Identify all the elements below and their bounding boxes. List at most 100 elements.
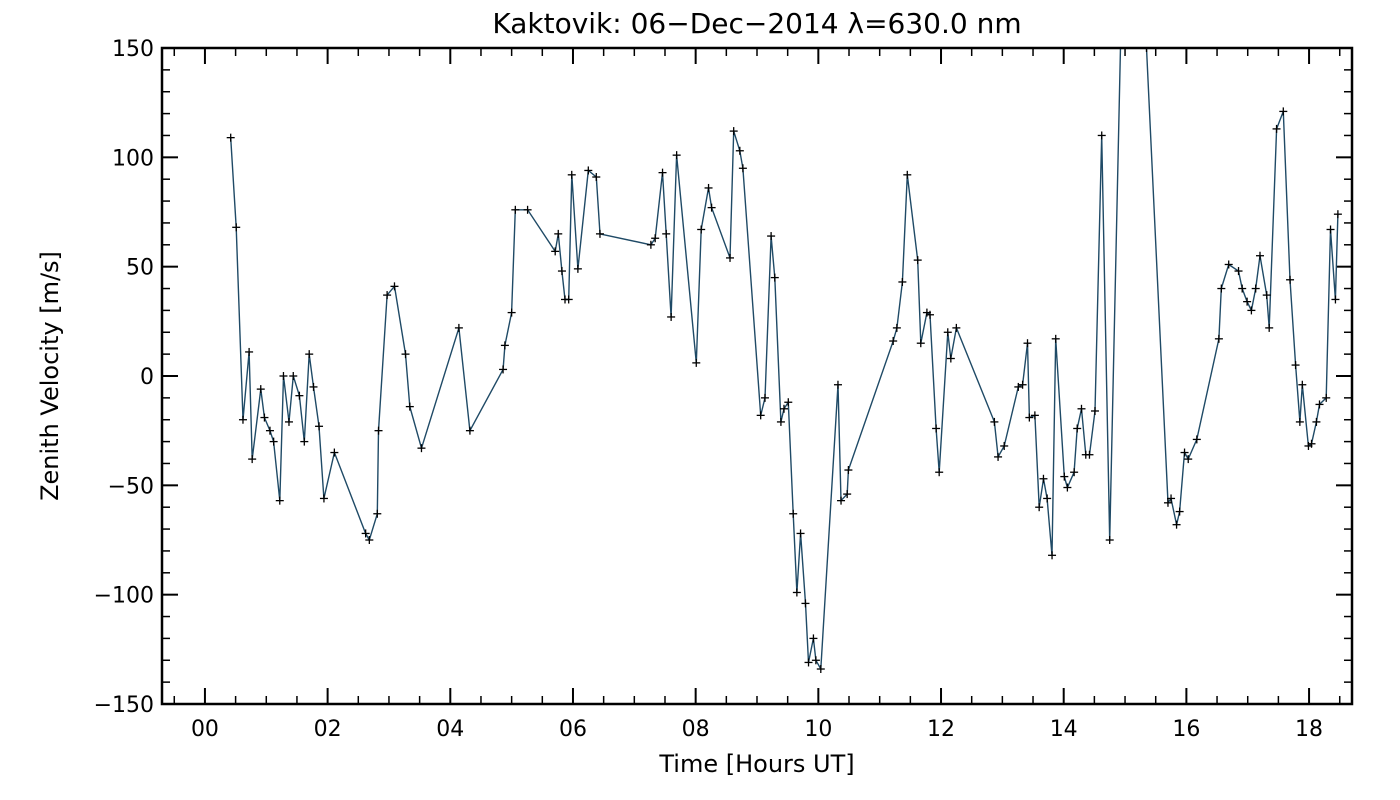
- data-point: [767, 232, 776, 241]
- data-point: [662, 229, 671, 238]
- data-point: [704, 183, 713, 192]
- data-point: [1238, 284, 1247, 293]
- data-point: [592, 173, 601, 182]
- data-point: [1085, 450, 1094, 459]
- data-point: [564, 295, 573, 304]
- data-point: [707, 203, 716, 212]
- data-point: [1322, 393, 1331, 402]
- data-point: [898, 277, 907, 286]
- y-tick-label: −50: [108, 474, 154, 499]
- data-point: [796, 529, 805, 538]
- axis-ticks: [162, 47, 1352, 705]
- data-point: [672, 151, 681, 160]
- data-point: [804, 658, 813, 667]
- data-point: [1063, 483, 1072, 492]
- data-point: [1048, 551, 1057, 560]
- y-tick-label: 100: [112, 146, 154, 171]
- data-point: [465, 426, 474, 435]
- x-tick-label: 00: [191, 717, 219, 742]
- data-point: [454, 323, 463, 332]
- data-point: [1073, 424, 1082, 433]
- data-point: [1224, 260, 1233, 269]
- data-point: [269, 437, 278, 446]
- data-point: [374, 426, 383, 435]
- data-point: [1298, 380, 1307, 389]
- data-point: [837, 496, 846, 505]
- data-point: [300, 437, 309, 446]
- data-point: [935, 468, 944, 477]
- data-point: [1163, 498, 1172, 507]
- data-point: [256, 385, 265, 394]
- plot-frame: [160, 46, 1354, 706]
- data-point: [584, 166, 593, 175]
- data-point: [1243, 297, 1252, 306]
- data-point: [365, 536, 374, 544]
- data-point: [833, 380, 842, 389]
- y-tick-label: 50: [126, 256, 154, 281]
- data-point: [1167, 494, 1176, 503]
- data-point: [697, 225, 706, 234]
- data-point: [1070, 468, 1079, 477]
- data-point: [279, 372, 288, 380]
- data-point: [226, 133, 235, 142]
- data-point: [1333, 210, 1342, 219]
- data-point: [1180, 448, 1189, 457]
- data-point: [373, 509, 382, 518]
- data-point: [735, 146, 744, 155]
- data-point: [265, 426, 274, 435]
- data-point: [1023, 339, 1032, 348]
- data-point: [903, 170, 912, 179]
- data-point: [260, 413, 269, 422]
- data-point: [801, 599, 810, 608]
- data-point: [792, 588, 801, 597]
- data-point: [889, 337, 898, 346]
- x-tick-label: 10: [804, 717, 832, 742]
- y-tick-label: 150: [112, 37, 154, 62]
- data-point: [330, 448, 339, 457]
- data-point: [305, 350, 314, 359]
- data-point: [573, 264, 582, 273]
- data-point: [275, 496, 284, 505]
- data-point: [1214, 334, 1223, 343]
- data-point: [383, 291, 392, 300]
- data-point: [1307, 439, 1316, 448]
- data-point: [401, 350, 410, 359]
- data-point: [667, 312, 676, 321]
- data-point: [646, 240, 655, 249]
- data-point: [816, 665, 825, 674]
- data-point: [1315, 400, 1324, 409]
- data-point: [523, 205, 532, 214]
- x-tick-label: 04: [436, 717, 464, 742]
- y-tick-label: 0: [140, 365, 154, 390]
- series-line: [230, 48, 1339, 672]
- data-point: [738, 164, 747, 173]
- data-point: [1192, 435, 1201, 444]
- data-point: [238, 415, 247, 424]
- data-point: [946, 354, 955, 363]
- data-point: [809, 634, 818, 643]
- data-point: [1014, 382, 1023, 391]
- data-point: [1291, 361, 1300, 370]
- x-tick-label: 02: [314, 717, 342, 742]
- data-point: [726, 253, 735, 262]
- data-point: [1262, 291, 1271, 300]
- data-point: [913, 256, 922, 265]
- data-point: [990, 417, 999, 426]
- data-point: [295, 391, 304, 400]
- data-point: [507, 308, 516, 317]
- data-point: [1217, 284, 1226, 293]
- data-point: [1000, 441, 1009, 450]
- data-point: [319, 494, 328, 503]
- data-point: [789, 509, 798, 518]
- data-point: [1030, 411, 1039, 420]
- data-point: [1117, 33, 1125, 41]
- data-point: [551, 247, 560, 256]
- x-tick-label: 16: [1172, 717, 1200, 742]
- data-point: [779, 404, 788, 413]
- x-tick-label: 18: [1295, 717, 1323, 742]
- x-tick-label: 14: [1050, 717, 1078, 742]
- data-point: [1295, 417, 1304, 426]
- data-point: [1234, 267, 1243, 276]
- data-point: [756, 411, 765, 420]
